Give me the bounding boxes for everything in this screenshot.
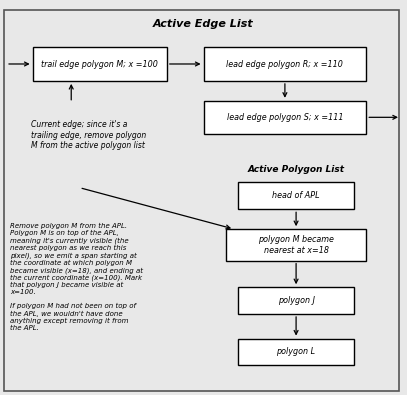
Text: Current edge; since it's a
trailing edge, remove polygon
M from the active polyg: Current edge; since it's a trailing edge… bbox=[31, 120, 146, 150]
Text: polygon J: polygon J bbox=[278, 296, 315, 305]
Text: polygon M became
nearest at x=18: polygon M became nearest at x=18 bbox=[258, 235, 334, 255]
Text: trail edge polygon M; x =100: trail edge polygon M; x =100 bbox=[41, 60, 158, 69]
Bar bbox=[238, 339, 354, 365]
Text: Active Polygon List: Active Polygon List bbox=[248, 166, 345, 174]
Bar bbox=[204, 47, 366, 81]
Text: Remove polygon M from the APL.
Polygon M is on top of the APL,
meaning it's curr: Remove polygon M from the APL. Polygon M… bbox=[10, 223, 143, 331]
Bar bbox=[238, 287, 354, 314]
Text: lead edge polygon R; x =110: lead edge polygon R; x =110 bbox=[226, 60, 344, 69]
Bar bbox=[33, 47, 167, 81]
Bar bbox=[226, 229, 366, 261]
Text: polygon L: polygon L bbox=[276, 348, 316, 356]
Bar bbox=[238, 182, 354, 209]
Bar bbox=[204, 101, 366, 134]
Text: Active Edge List: Active Edge List bbox=[153, 19, 254, 29]
Text: head of APL: head of APL bbox=[272, 192, 320, 200]
Text: lead edge polygon S; x =111: lead edge polygon S; x =111 bbox=[227, 113, 343, 122]
